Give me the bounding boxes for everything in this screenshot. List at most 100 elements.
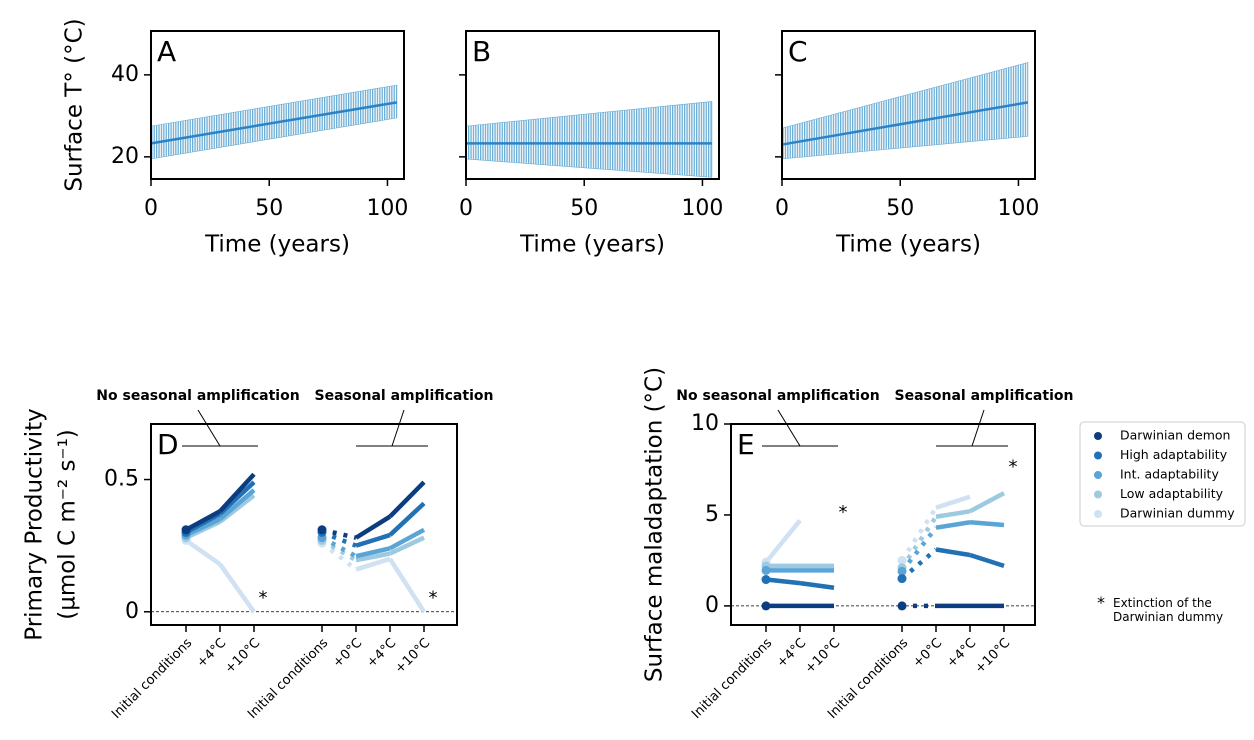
panel-label: C: [788, 35, 808, 68]
x-tick-label: 100: [366, 196, 408, 221]
axes-frame: [781, 30, 1036, 180]
series-line: [185, 517, 221, 538]
x-tick-label: 0: [775, 196, 789, 221]
series-line: [900, 526, 938, 573]
point: [897, 574, 907, 584]
x-axis-label: Time (years): [835, 232, 981, 258]
point: [317, 525, 327, 535]
series-line: [900, 515, 938, 569]
x-tick-label: +10°C: [802, 636, 843, 677]
series-line: [184, 509, 222, 532]
legend-label: Darwinian dummy: [1120, 506, 1235, 521]
series-line: [355, 546, 391, 559]
axes-frame: [730, 423, 1036, 626]
bracket: [391, 409, 405, 447]
series-line: [185, 519, 221, 540]
plot-area: [150, 84, 398, 160]
point: [897, 566, 907, 576]
series-line: [320, 535, 358, 559]
series-line: [184, 511, 222, 535]
point: [761, 575, 771, 585]
x-tick-label: +0°C: [910, 636, 945, 671]
series-line: [321, 527, 357, 540]
x-tick-label: Initial conditions: [109, 636, 195, 722]
annotation: *: [429, 588, 438, 609]
axes-frame: [465, 30, 720, 180]
legend-box: [1079, 421, 1246, 527]
panel-label: E: [737, 428, 755, 461]
annotation: *: [1009, 457, 1018, 478]
legend-label: Low adaptability: [1120, 486, 1224, 501]
mean-line: [781, 101, 1029, 146]
bracket: [971, 409, 985, 447]
series-line: [900, 547, 938, 581]
group-label: Seasonal amplification: [315, 388, 494, 404]
x-tick-label: 0: [459, 196, 473, 221]
legend-marker: [1094, 432, 1102, 440]
series-line: [218, 472, 256, 513]
series-line: [218, 562, 256, 614]
plot-area: [151, 472, 457, 614]
bracket: [777, 409, 801, 447]
group-label: No seasonal amplification: [96, 388, 299, 404]
legend-note: * Extinction of the Darwinian dummy: [1097, 593, 1237, 625]
group-label: Seasonal amplification: [895, 388, 1074, 404]
series-line: [355, 551, 391, 563]
y-axis-label: Surface T° (°C): [62, 18, 88, 191]
panel-label: A: [157, 35, 176, 68]
seasonal-band: [781, 62, 1029, 160]
y-tick-label: 0: [705, 593, 719, 618]
plot-area: [781, 62, 1029, 160]
y-axis-label: Primary Productivity: [22, 408, 48, 641]
legend-label: Int. adaptability: [1120, 467, 1219, 482]
legend-label: Darwinian demon: [1120, 428, 1230, 443]
series-line: [321, 530, 357, 548]
series-line: [935, 494, 971, 510]
y-tick-label: 20: [111, 144, 139, 169]
x-tick-label: 100: [681, 196, 723, 221]
panel-label: B: [472, 35, 491, 68]
axes-frame: [150, 423, 458, 626]
plot-area: [731, 491, 1035, 611]
y-tick-label: 0.5: [104, 467, 139, 492]
x-tick-label: 0: [144, 196, 158, 221]
panel-label: D: [157, 428, 179, 461]
series-line: [389, 535, 425, 556]
x-axis-label: Time (years): [519, 232, 665, 258]
legend-label: High adaptability: [1120, 447, 1228, 462]
annotation: *: [259, 588, 268, 609]
annotation: *: [839, 502, 848, 523]
x-tick-label: 50: [570, 196, 598, 221]
point: [761, 601, 771, 611]
series-line: [355, 556, 391, 572]
series-line: [935, 520, 971, 530]
legend-marker: [1094, 510, 1102, 518]
y-axis-label: (µmol C m⁻² s⁻¹): [55, 429, 81, 620]
series-line: [969, 519, 1005, 528]
series-line: [388, 501, 426, 537]
y-tick-label: 10: [691, 411, 719, 436]
point: [761, 565, 771, 575]
series-line: [935, 547, 971, 558]
series-line: [765, 577, 801, 586]
series-line: [218, 480, 256, 516]
x-tick-label: +10°C: [392, 636, 433, 677]
legend-marker: [1094, 471, 1102, 479]
note-symbol: *: [1097, 593, 1105, 612]
legend-marker: [1094, 490, 1102, 499]
series-line: [354, 514, 392, 540]
point: [897, 555, 907, 565]
note-text: Extinction of the Darwinian dummy: [1113, 596, 1224, 624]
series-line: [320, 541, 358, 572]
axes-frame: [150, 30, 405, 180]
x-tick-label: +10°C: [222, 636, 263, 677]
series-line: [968, 491, 1006, 514]
series-line: [969, 552, 1005, 569]
series-line: [218, 493, 256, 524]
y-tick-label: 5: [705, 502, 719, 527]
series-line: [355, 532, 391, 548]
series-line: [935, 509, 971, 519]
y-tick-label: 40: [111, 62, 139, 87]
